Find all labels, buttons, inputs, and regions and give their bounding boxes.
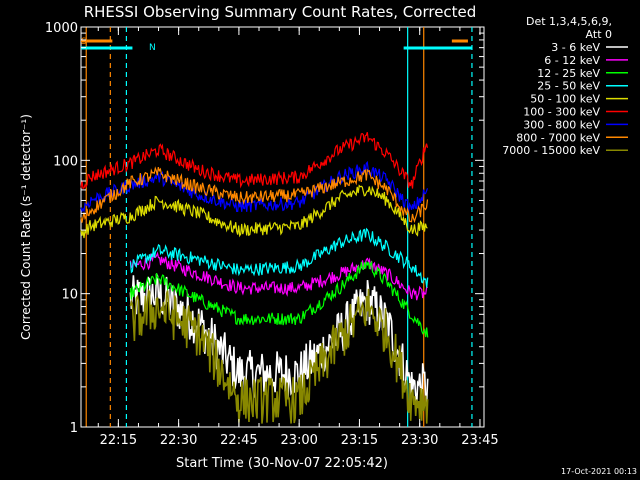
series-line xyxy=(80,166,429,224)
legend-entry-label: 7000 - 15000 keV xyxy=(502,144,600,157)
legend-entry-label: 300 - 800 keV xyxy=(523,118,600,131)
legend-header: Det 1,3,4,5,6,9, xyxy=(526,15,612,28)
y-tick-label: 10 xyxy=(61,288,78,303)
footer-date: 17-Oct-2021 00:13 xyxy=(561,467,637,476)
series-line xyxy=(129,288,429,424)
legend-entry-label: 800 - 7000 keV xyxy=(516,131,600,144)
series-line xyxy=(129,251,428,301)
plot-area: SN xyxy=(80,27,473,427)
flag-label-S: S xyxy=(81,37,87,47)
y-tick-label: 100 xyxy=(53,154,78,169)
legend-entry-label: 50 - 100 keV xyxy=(530,93,600,106)
chart-title: RHESSI Observing Summary Count Rates, Co… xyxy=(84,3,477,21)
flag-label-N: N xyxy=(149,43,156,53)
series-line xyxy=(129,260,429,338)
x-tick-label: 23:30 xyxy=(401,433,438,448)
legend-entry-label: 100 - 300 keV xyxy=(523,106,600,119)
plot-frame xyxy=(80,26,485,428)
x-axis-label: Start Time (30-Nov-07 22:05:42) xyxy=(176,456,388,471)
x-tick-label: 22:30 xyxy=(160,433,197,448)
x-tick-label: 23:15 xyxy=(341,433,378,448)
legend-header: Att 0 xyxy=(586,28,612,41)
y-tick-label: 1 xyxy=(70,421,78,436)
legend-entry-label: 12 - 25 keV xyxy=(537,67,600,80)
x-tick-label: 22:45 xyxy=(220,433,257,448)
series-line xyxy=(80,160,429,214)
legend-entry-label: 25 - 50 keV xyxy=(537,80,600,93)
series-line xyxy=(129,227,429,288)
legend-entry-label: 3 - 6 keV xyxy=(551,41,600,54)
series-line xyxy=(80,184,428,239)
y-tick-label: 1000 xyxy=(45,21,78,36)
x-tick-label: 22:15 xyxy=(100,433,137,448)
x-tick-label: 23:00 xyxy=(280,433,317,448)
y-axis-label: Corrected Count Rate (s⁻¹ detector⁻¹) xyxy=(19,114,33,340)
series-line xyxy=(80,132,429,190)
legend-entry-label: 6 - 12 keV xyxy=(544,54,600,67)
x-tick-label: 23:45 xyxy=(461,433,498,448)
axes: 22:15 22:30 22:45 23:00 23:15 23:30 23:45 1 10 10… xyxy=(45,21,499,448)
